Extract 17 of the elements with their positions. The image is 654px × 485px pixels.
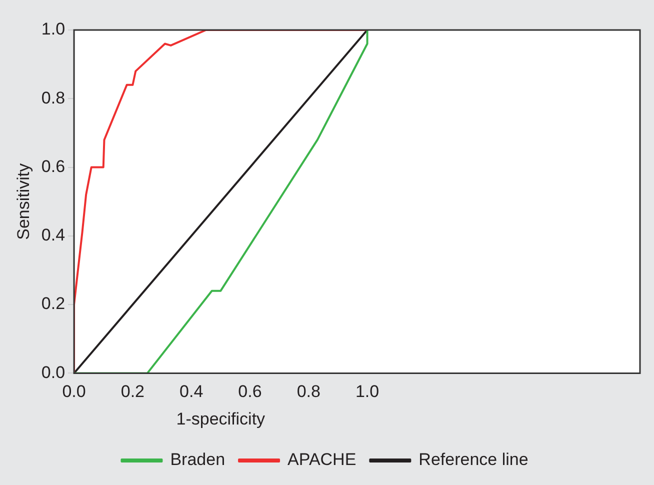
x-tick-label: 0.2	[120, 382, 144, 402]
y-tick-label: 1.0	[41, 20, 66, 39]
x-tick-label: 0.6	[238, 382, 262, 402]
legend-label: Braden	[170, 450, 226, 470]
x-tick-label: 0.4	[180, 382, 204, 402]
y-tick-label: 0.2	[41, 294, 66, 314]
x-tick-label: 0.0	[62, 382, 86, 402]
y-tick-label: 0.4	[41, 226, 66, 245]
y-tick-label: 0.0	[41, 362, 66, 382]
y-tick-label: 0.6	[41, 156, 66, 176]
x-tick-label: 0.8	[296, 382, 320, 402]
y-axis-title: Sensitivity	[14, 162, 33, 240]
legend-label: APACHE	[288, 450, 356, 470]
legend-label: Reference line	[418, 450, 528, 470]
y-tick-label: 0.8	[41, 88, 66, 108]
x-axis-title: 1-specificity	[176, 409, 266, 428]
x-tick-label: 1.0	[355, 382, 380, 402]
